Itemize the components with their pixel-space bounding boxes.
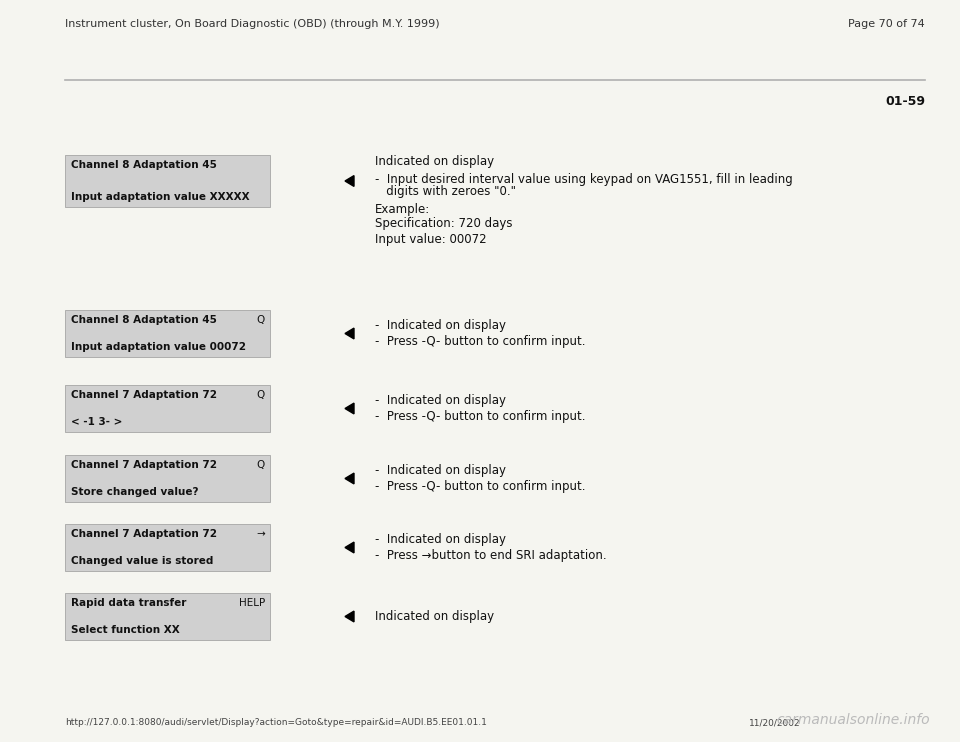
Text: Store changed value?: Store changed value? (71, 487, 199, 497)
Text: Input value: 00072: Input value: 00072 (375, 233, 487, 246)
Text: Indicated on display: Indicated on display (375, 610, 494, 623)
Text: -  Press -Q- button to confirm input.: - Press -Q- button to confirm input. (375, 480, 586, 493)
Text: -  Indicated on display: - Indicated on display (375, 394, 506, 407)
Text: Instrument cluster, On Board Diagnostic (OBD) (through M.Y. 1999): Instrument cluster, On Board Diagnostic … (65, 19, 440, 29)
Text: Q: Q (256, 390, 265, 400)
Text: Changed value is stored: Changed value is stored (71, 556, 213, 566)
Text: →: → (256, 529, 265, 539)
Text: 11/20/2002: 11/20/2002 (749, 718, 801, 727)
Bar (65, 310, 270, 357)
Text: -  Indicated on display: - Indicated on display (375, 464, 506, 477)
Text: Input adaptation value 00072: Input adaptation value 00072 (71, 342, 246, 352)
Polygon shape (345, 403, 354, 414)
Polygon shape (345, 542, 354, 553)
Text: Q: Q (256, 315, 265, 325)
Bar (65, 155, 270, 207)
Text: http://127.0.0.1:8080/audi/servlet/Display?action=Goto&type=repair&id=AUDI.B5.EE: http://127.0.0.1:8080/audi/servlet/Displ… (65, 718, 487, 727)
Text: carmanualsonline.info: carmanualsonline.info (777, 713, 930, 727)
Text: 01-59: 01-59 (885, 95, 925, 108)
Polygon shape (345, 176, 354, 186)
Text: Channel 8 Adaptation 45: Channel 8 Adaptation 45 (71, 160, 217, 170)
Bar (65, 524, 270, 571)
Bar (65, 593, 270, 640)
Text: -  Press -Q- button to confirm input.: - Press -Q- button to confirm input. (375, 410, 586, 423)
Polygon shape (345, 473, 354, 484)
Text: digits with zeroes "0.": digits with zeroes "0." (375, 185, 516, 198)
Text: Channel 7 Adaptation 72: Channel 7 Adaptation 72 (71, 390, 217, 400)
Text: Channel 8 Adaptation 45: Channel 8 Adaptation 45 (71, 315, 217, 325)
Bar (65, 385, 270, 432)
Text: Specification: 720 days: Specification: 720 days (375, 217, 513, 230)
Text: -  Indicated on display: - Indicated on display (375, 533, 506, 546)
Text: Input adaptation value XXXXX: Input adaptation value XXXXX (71, 192, 250, 202)
Text: < -1 3- >: < -1 3- > (71, 417, 122, 427)
Text: Channel 7 Adaptation 72: Channel 7 Adaptation 72 (71, 529, 217, 539)
Text: Page 70 of 74: Page 70 of 74 (849, 19, 925, 29)
Text: Channel 7 Adaptation 72: Channel 7 Adaptation 72 (71, 460, 217, 470)
Text: Example:: Example: (375, 203, 430, 216)
Text: Indicated on display: Indicated on display (375, 155, 494, 168)
Text: Q: Q (256, 460, 265, 470)
Text: -  Press →button to end SRI adaptation.: - Press →button to end SRI adaptation. (375, 549, 607, 562)
Text: -  Input desired interval value using keypad on VAG1551, fill in leading: - Input desired interval value using key… (375, 173, 793, 186)
Text: HELP: HELP (239, 598, 265, 608)
Polygon shape (345, 611, 354, 622)
Bar (65, 455, 270, 502)
Text: Rapid data transfer: Rapid data transfer (71, 598, 186, 608)
Text: -  Press -Q- button to confirm input.: - Press -Q- button to confirm input. (375, 335, 586, 348)
Text: -  Indicated on display: - Indicated on display (375, 319, 506, 332)
Polygon shape (345, 328, 354, 339)
Text: Select function XX: Select function XX (71, 625, 180, 635)
